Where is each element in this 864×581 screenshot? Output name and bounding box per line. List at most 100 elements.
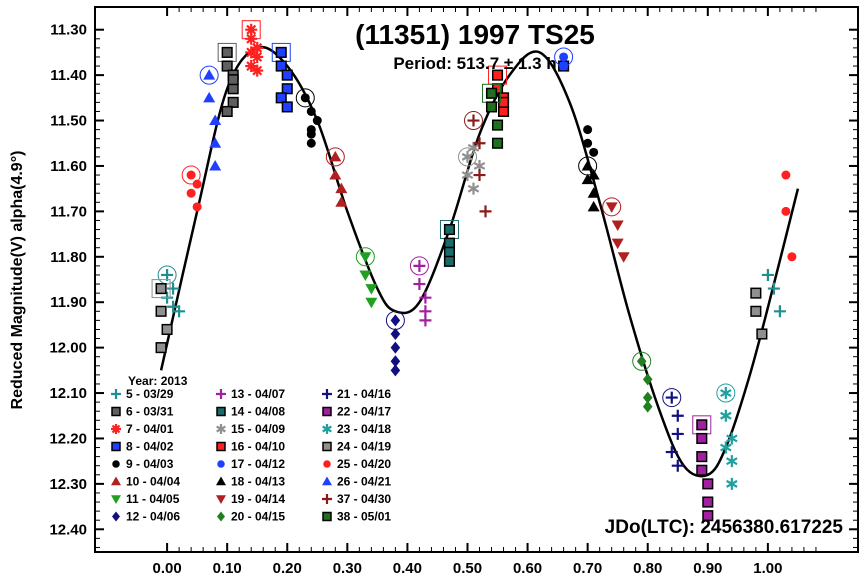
legend-swatch [216, 441, 226, 452]
y-tick-labels: 11.30 11.40 11.50 11.60 11.70 11.80 11.90 12.00… [49, 22, 87, 539]
legend-label: 9 - 04/03 [126, 457, 174, 471]
y-tick-label: 12.10 [49, 385, 87, 402]
x-tick-label: 0.70 [573, 560, 602, 577]
data-point [485, 101, 498, 113]
y-tick-label: 11.80 [50, 249, 87, 266]
legend-swatch [217, 460, 225, 468]
legend-swatch [217, 511, 225, 522]
data-point [227, 83, 239, 95]
legend-swatch [111, 441, 121, 452]
data-point [611, 220, 624, 231]
data-point-highlight [457, 147, 477, 167]
data-point [155, 305, 167, 317]
legend-swatch [322, 406, 332, 417]
legend-swatch [322, 476, 332, 486]
data-point [781, 170, 791, 180]
data-point [390, 341, 401, 354]
x-tick-label: 0.10 [213, 560, 242, 577]
data-point [413, 259, 426, 272]
data-point [642, 391, 653, 404]
data-point [390, 314, 401, 327]
legend-label: 23 - 04/18 [337, 422, 391, 436]
data-point [335, 182, 348, 194]
y-tick-label: 12.40 [49, 521, 87, 538]
data-point [671, 409, 684, 422]
data-point [443, 223, 456, 236]
data-point [665, 446, 678, 459]
data-point [642, 373, 653, 386]
legend-label: 21 - 04/16 [337, 387, 391, 401]
y-tick-label: 12.00 [49, 340, 87, 357]
data-point [281, 83, 293, 95]
axis-ticks [95, 7, 858, 552]
legend-swatch [111, 389, 121, 399]
legend-swatch [216, 495, 226, 504]
legend-swatch [322, 389, 332, 399]
data-point [491, 119, 504, 131]
legend-label: 16 - 04/10 [231, 440, 285, 454]
data-point [443, 246, 456, 258]
y-tick-label: 11.60 [50, 158, 87, 175]
legend-label: 7 - 04/01 [126, 422, 174, 436]
data-point [696, 419, 708, 431]
data-point [221, 60, 233, 72]
data-point [275, 46, 287, 58]
data-point [720, 409, 732, 422]
legend-label: 11 - 04/05 [126, 492, 180, 506]
data-point [365, 297, 378, 309]
legend-swatch [111, 495, 121, 504]
data-point-highlight [355, 247, 375, 267]
data-point [161, 323, 173, 336]
data-point [413, 278, 426, 291]
data-point [583, 125, 593, 135]
x-tick-label: 1.00 [753, 560, 782, 577]
legend-label: 26 - 04/21 [337, 475, 391, 489]
data-point [186, 188, 196, 198]
data-point [671, 459, 684, 472]
data-point [665, 391, 678, 404]
legend-swatch [322, 424, 332, 434]
y-tick-label: 11.70 [50, 203, 87, 220]
data-point [329, 169, 342, 180]
legend-swatch [111, 476, 121, 486]
data-point [467, 182, 480, 195]
data-point [155, 283, 167, 295]
legend-swatch [111, 424, 121, 434]
x-tick-label: 0.40 [393, 560, 422, 577]
legend-label: 5 - 03/29 [126, 387, 174, 401]
data-point [773, 305, 786, 318]
data-point [720, 387, 732, 400]
data-point [161, 268, 174, 281]
data-point [221, 46, 233, 58]
data-point [696, 464, 708, 476]
data-point [702, 478, 714, 490]
x-tick-label: 0.00 [152, 560, 181, 577]
data-points [151, 20, 797, 522]
data-point [245, 46, 258, 59]
legend-title: Year: 2013 [128, 374, 188, 388]
data-point [461, 169, 474, 182]
data-point [605, 202, 618, 213]
data-point [167, 300, 180, 313]
data-point [359, 270, 372, 281]
data-point [461, 150, 474, 163]
y-tick-label: 11.30 [50, 22, 87, 39]
legend-swatch [322, 511, 332, 522]
data-point [726, 455, 738, 468]
data-point [209, 114, 222, 126]
data-point [335, 196, 348, 207]
data-point [696, 432, 708, 445]
data-point [275, 92, 287, 104]
data-point [251, 64, 264, 77]
data-point [312, 116, 322, 126]
data-point [186, 170, 196, 180]
epoch-label: JDo(LTC): 2456380.617225 [605, 517, 844, 538]
data-point [587, 169, 600, 180]
legend-label: 8 - 04/02 [126, 440, 174, 454]
data-point [221, 105, 233, 118]
y-axis-label: Reduced Magnitude(V) alpha(4.9°) [9, 151, 26, 410]
data-point [281, 101, 293, 113]
legend-label: 13 - 04/07 [231, 387, 285, 401]
data-point [155, 342, 167, 354]
